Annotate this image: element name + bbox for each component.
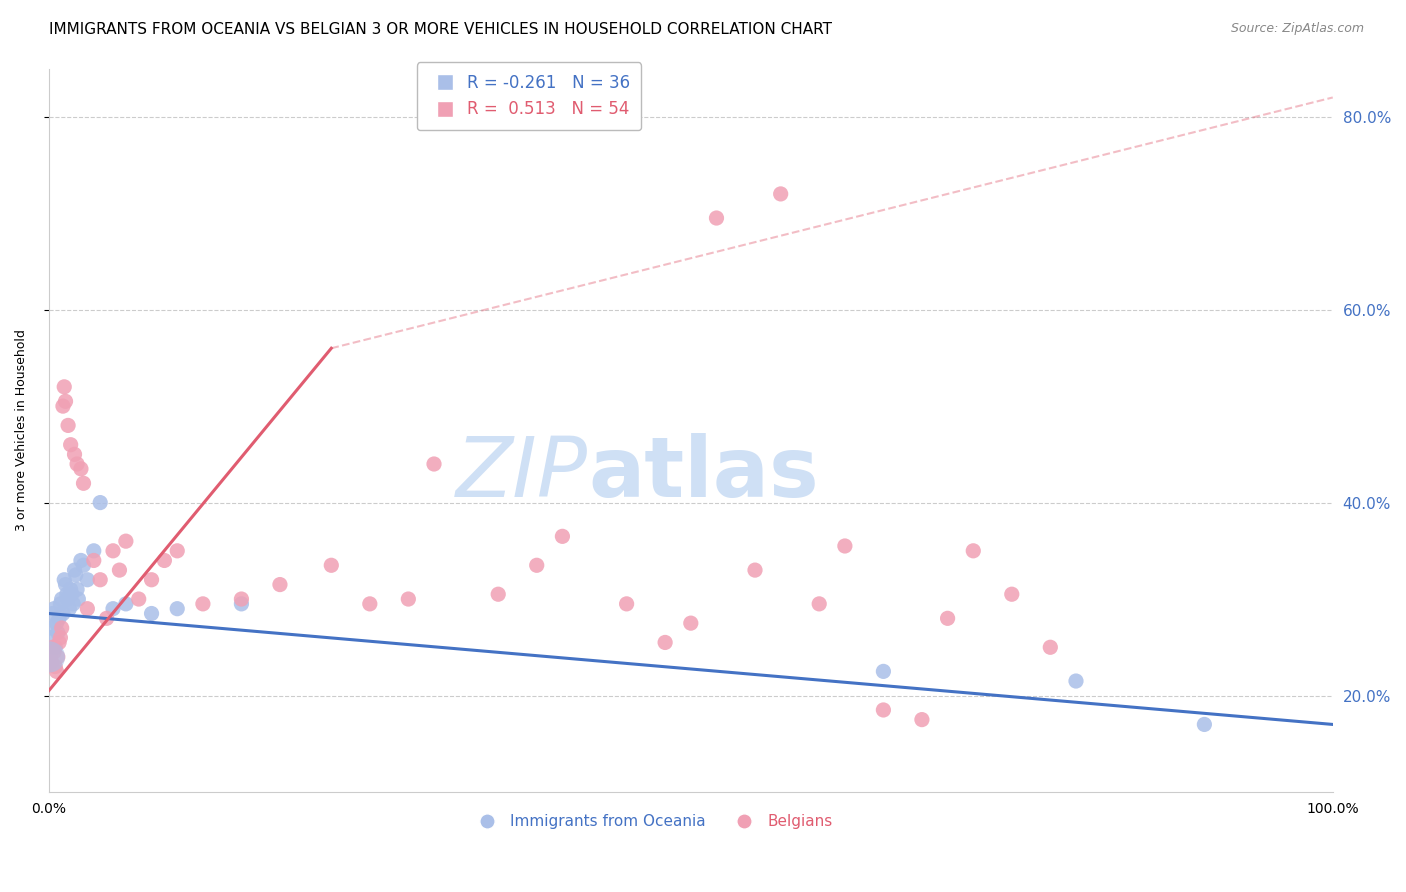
Point <box>45 616 67 631</box>
Point <box>41 640 63 655</box>
Point <box>72 558 94 573</box>
Point <box>39 649 62 664</box>
Point <box>616 597 638 611</box>
Point <box>48 635 70 649</box>
Point <box>70 553 93 567</box>
Point <box>60 587 83 601</box>
Point <box>70 462 93 476</box>
Point <box>872 703 894 717</box>
Text: atlas: atlas <box>588 434 818 514</box>
Point <box>911 713 934 727</box>
Point <box>96 611 118 625</box>
Point <box>128 592 150 607</box>
Point <box>101 601 124 615</box>
Point <box>53 573 76 587</box>
Point <box>56 592 79 607</box>
Point <box>41 655 63 669</box>
Point <box>42 645 65 659</box>
Point <box>108 563 131 577</box>
Point <box>56 418 79 433</box>
Point <box>166 601 188 615</box>
Point <box>51 592 73 607</box>
Y-axis label: 3 or more Vehicles in Household: 3 or more Vehicles in Household <box>15 329 28 531</box>
Point <box>1039 640 1062 655</box>
Point <box>39 631 62 645</box>
Point <box>89 573 111 587</box>
Point <box>936 611 959 625</box>
Point <box>42 601 65 615</box>
Point <box>48 611 70 625</box>
Point <box>1001 587 1024 601</box>
Point <box>115 534 138 549</box>
Point <box>141 607 163 621</box>
Point <box>49 597 72 611</box>
Point <box>65 568 87 582</box>
Point <box>1194 717 1216 731</box>
Point <box>44 659 66 673</box>
Point <box>231 592 253 607</box>
Point <box>55 394 77 409</box>
Text: ZIP: ZIP <box>456 434 588 514</box>
Point <box>58 601 80 615</box>
Text: IMMIGRANTS FROM OCEANIA VS BELGIAN 3 OR MORE VEHICLES IN HOUSEHOLD CORRELATION C: IMMIGRANTS FROM OCEANIA VS BELGIAN 3 OR … <box>49 22 832 37</box>
Point <box>49 631 72 645</box>
Point <box>834 539 856 553</box>
Point <box>72 476 94 491</box>
Point <box>41 607 63 621</box>
Point <box>46 625 69 640</box>
Point <box>83 553 105 567</box>
Point <box>101 544 124 558</box>
Point <box>115 597 138 611</box>
Point <box>76 573 98 587</box>
Point <box>744 563 766 577</box>
Point <box>45 665 67 679</box>
Point <box>51 621 73 635</box>
Point <box>359 597 381 611</box>
Point <box>38 649 60 664</box>
Point <box>53 380 76 394</box>
Point <box>52 399 75 413</box>
Point <box>62 597 84 611</box>
Point <box>63 563 86 577</box>
Point <box>396 592 419 607</box>
Point <box>44 640 66 655</box>
Point <box>654 635 676 649</box>
Point <box>52 607 75 621</box>
Point <box>41 621 63 635</box>
Point <box>526 558 548 573</box>
Point <box>63 447 86 461</box>
Point <box>56 587 79 601</box>
Point <box>166 544 188 558</box>
Point <box>66 457 89 471</box>
Point <box>66 582 89 597</box>
Point <box>706 211 728 225</box>
Point <box>76 601 98 615</box>
Point <box>679 616 702 631</box>
Point <box>321 558 343 573</box>
Point <box>46 649 69 664</box>
Point <box>83 544 105 558</box>
Point <box>153 553 176 567</box>
Point <box>486 587 509 601</box>
Point <box>191 597 214 611</box>
Point <box>269 577 291 591</box>
Point <box>67 592 90 607</box>
Point <box>59 438 82 452</box>
Point <box>872 665 894 679</box>
Point <box>1064 673 1087 688</box>
Point <box>141 573 163 587</box>
Legend: Immigrants from Oceania, Belgians: Immigrants from Oceania, Belgians <box>465 808 838 835</box>
Point <box>89 495 111 509</box>
Point <box>962 544 984 558</box>
Point <box>423 457 446 471</box>
Text: Source: ZipAtlas.com: Source: ZipAtlas.com <box>1230 22 1364 36</box>
Point <box>55 577 77 591</box>
Point <box>551 529 574 543</box>
Point <box>769 186 792 201</box>
Point <box>59 582 82 597</box>
Point <box>231 597 253 611</box>
Point <box>808 597 831 611</box>
